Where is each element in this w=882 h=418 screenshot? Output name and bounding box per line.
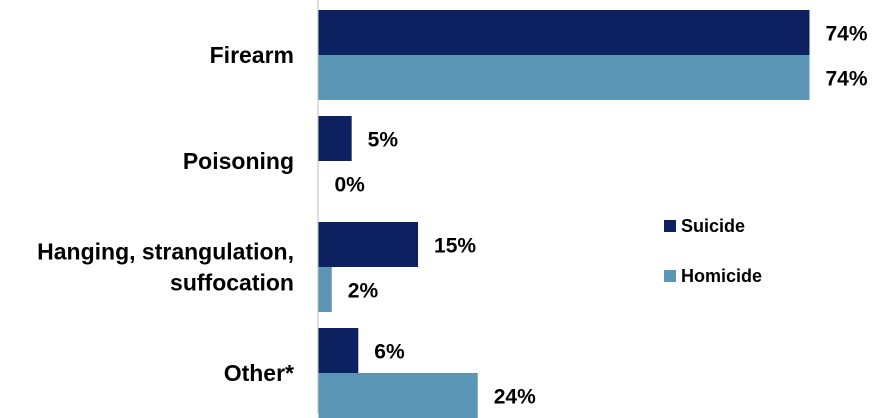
legend-label-suicide: Suicide [681, 216, 745, 236]
data-label-suicide-3: 6% [374, 341, 405, 364]
category-label-2-line-0: Hanging, strangulation, [37, 239, 294, 265]
data-label-homicide-0: 74% [826, 68, 868, 91]
bar-suicide-3 [318, 328, 359, 373]
category-label-3-line-0: Other* [224, 360, 294, 386]
bar-homicide-3 [318, 373, 478, 418]
legend: Suicide Homicide [664, 216, 762, 286]
data-label-homicide-2: 2% [348, 280, 379, 303]
data-labels-group: 74% 74% 5%0% 15% 2% 6% 24% [335, 23, 868, 409]
category-labels-group: Firearm Poisoning Hanging, strangulation, s… [37, 42, 294, 386]
legend-swatch-suicide [664, 220, 676, 232]
category-label-2-line-1: suffocation [170, 270, 294, 296]
legend-label-homicide: Homicide [681, 266, 762, 286]
data-label-suicide-0: 74% [826, 23, 868, 46]
data-label-homicide-1: 0% [335, 174, 366, 197]
category-label-0-line-0: Firearm [210, 42, 294, 68]
bar-suicide-2 [318, 222, 419, 267]
data-label-suicide-1: 5% [368, 129, 399, 152]
bars-group [318, 10, 810, 418]
legend-swatch-homicide [664, 270, 676, 282]
bar-suicide-0 [318, 10, 810, 55]
bar-homicide-0 [318, 55, 810, 100]
data-label-homicide-3: 24% [494, 386, 536, 409]
bar-suicide-1 [318, 116, 352, 161]
bar-homicide-2 [318, 267, 332, 312]
category-label-1-line-0: Poisoning [183, 148, 294, 174]
data-label-suicide-2: 15% [434, 235, 476, 258]
